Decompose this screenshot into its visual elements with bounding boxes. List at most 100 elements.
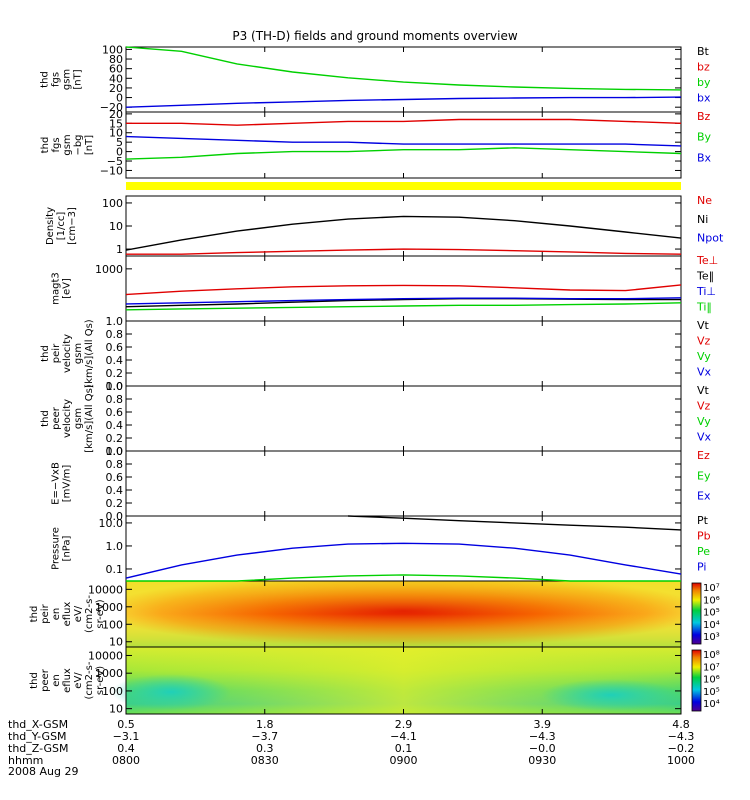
y-axis-label: [km/s](All Qs) — [84, 384, 95, 452]
colorbar-label: 10⁴ — [703, 620, 720, 631]
y-axis-label: eflux — [62, 602, 73, 627]
x-axis-row-label: thd_Z-GSM — [8, 742, 68, 755]
y-axis-label: thd — [40, 410, 51, 427]
x-axis-value: 1.8 — [256, 718, 274, 731]
y-axis-label: (cm2-s- — [84, 595, 95, 633]
y-axis-label: sr-eV) — [95, 599, 106, 628]
y-tick-label: 10000 — [88, 649, 123, 662]
x-axis-value: 0830 — [251, 754, 279, 767]
y-tick-label: 10000 — [88, 583, 123, 596]
y-axis-label: [nT] — [73, 69, 84, 89]
y-tick-label: 100 — [102, 685, 123, 698]
y-axis-label: [nPa] — [62, 535, 73, 561]
y-axis-label: gsm — [73, 343, 84, 364]
legend-Ez: Ez — [697, 449, 710, 462]
y-tick-label: 1.0 — [106, 380, 124, 393]
y-axis-label: [nT] — [84, 135, 95, 155]
colorbar-label: 10⁸ — [703, 650, 720, 661]
y-tick-label: 1000 — [95, 601, 123, 614]
y-tick-label: 5 — [116, 136, 123, 149]
legend-Vx: Vx — [697, 365, 712, 378]
series-group-pressure — [125, 515, 682, 582]
y-axis-label: thd — [40, 137, 51, 154]
x-axis-value: 0.5 — [117, 718, 135, 731]
legend-by: by — [697, 76, 711, 89]
y-axis-label: [eV] — [62, 278, 73, 299]
y-axis-label: magt3 — [51, 272, 62, 305]
y-tick-label: 1 — [116, 243, 123, 256]
y-axis-label: gsm — [62, 69, 73, 90]
y-axis-label: velocity — [62, 334, 73, 373]
x-axis-value: 0800 — [112, 754, 140, 767]
series-line-Ni — [125, 215, 682, 251]
series-line-bx — [125, 96, 682, 108]
y-tick-label: 0.8 — [106, 393, 124, 406]
y-axis-label: velocity — [62, 399, 73, 438]
panel-frame-fgs-gsm — [125, 46, 682, 113]
colorbar-peer-en-eflux — [691, 649, 702, 712]
ion-spectrogram-overlay — [126, 581, 681, 647]
x-axis-value: −4.1 — [390, 730, 417, 743]
colorbar-label: 10⁵ — [703, 687, 720, 698]
y-axis-label: E=−VxB — [51, 462, 62, 505]
legend-Pb: Pb — [697, 529, 711, 542]
y-tick-label: 0.0 — [106, 380, 124, 393]
y-axis-label: eV/ — [73, 672, 84, 689]
colorbar-label: 10⁶ — [703, 595, 720, 606]
x-axis-row-label: thd_Y-GSM — [8, 730, 67, 743]
legend-bx: bx — [697, 91, 711, 104]
legend-Vz: Vz — [697, 399, 711, 412]
y-tick-label: 100 — [102, 197, 123, 210]
legend-Vy: Vy — [697, 350, 711, 363]
y-axis-label: (cm2-s- — [84, 661, 95, 699]
y-tick-label: 0.6 — [106, 406, 124, 419]
y-tick-label: −5 — [107, 155, 123, 168]
y-tick-label: 100 — [102, 618, 123, 631]
y-axis-label: gsm — [62, 134, 73, 155]
y-tick-label: 0.0 — [106, 445, 124, 458]
y-axis-label: Pressure — [51, 527, 62, 570]
x-axis-row-label: 2008 Aug 29 — [8, 765, 78, 778]
y-tick-label: 100 — [102, 43, 123, 56]
series-line-Pi — [125, 542, 682, 579]
legend-Ti‖: Ti‖ — [696, 300, 712, 313]
x-axis-value: −4.3 — [529, 730, 556, 743]
x-axis-value: 0.3 — [256, 742, 274, 755]
x-axis-value: 0.1 — [395, 742, 413, 755]
legend-Npot: Npot — [697, 232, 724, 245]
y-tick-label: 0 — [116, 146, 123, 159]
x-axis-value: 2.9 — [395, 718, 413, 731]
panel-frame-peer-velocity — [125, 385, 682, 452]
x-axis-value: 0930 — [528, 754, 556, 767]
y-tick-label: 10 — [109, 703, 123, 716]
y-tick-label: 20 — [109, 108, 123, 121]
legend-Ex: Ex — [697, 490, 711, 503]
series-group-density — [125, 215, 682, 255]
legend-Bt: Bt — [697, 45, 710, 58]
x-axis-value: 0900 — [390, 754, 418, 767]
y-tick-label: 10 — [109, 220, 123, 233]
x-axis-value: 1000 — [667, 754, 695, 767]
legend-Pt: Pt — [697, 514, 709, 527]
data-availability-bar — [126, 182, 681, 190]
y-axis-label: fgs — [51, 72, 62, 87]
plot-title: P3 (TH-D) fields and ground moments over… — [232, 29, 518, 43]
y-axis-label: thd — [40, 71, 51, 88]
y-axis-label: thd — [40, 345, 51, 362]
legend-Te⊥: Te⊥ — [696, 254, 718, 267]
legend-bz: bz — [697, 60, 710, 73]
legend-Vy: Vy — [697, 415, 711, 428]
legend-Ey: Ey — [697, 469, 711, 482]
legend-Bz: Bz — [697, 110, 711, 123]
legend-Vt: Vt — [697, 319, 710, 332]
legend-Pi: Pi — [697, 560, 706, 573]
y-tick-label: 0.6 — [106, 341, 124, 354]
series-line-Te⊥ — [125, 284, 682, 296]
y-axis-label: −bg — [73, 134, 84, 155]
legend-By: By — [697, 131, 712, 144]
y-tick-label: 0.4 — [106, 419, 124, 432]
y-tick-label: −20 — [100, 101, 123, 114]
y-axis-label: sr-eV) — [95, 666, 106, 695]
